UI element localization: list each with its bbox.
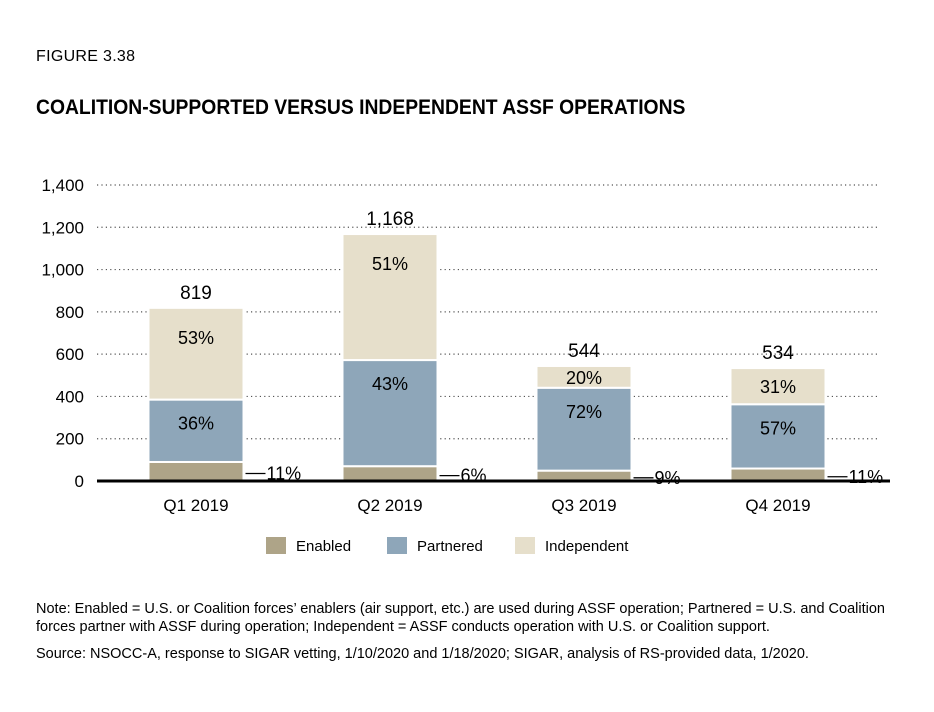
- bar-segment-enabled: [341, 465, 439, 483]
- partnered-percent-label: 57%: [760, 418, 796, 438]
- bar-total-label: 819: [180, 283, 212, 304]
- y-tick-label: 800: [56, 303, 84, 322]
- legend: Enabled Partnered Independent: [266, 537, 629, 555]
- bar-total-label: 1,168: [366, 209, 414, 230]
- bar-segment-partnered: [147, 398, 245, 463]
- x-tick-label: Q3 2019: [551, 496, 616, 515]
- bar-segment-independent: [147, 306, 245, 401]
- x-tick-label: Q1 2019: [163, 496, 228, 515]
- partnered-percent-label: 36%: [178, 414, 214, 434]
- stacked-bar-chart: 0 200 400 600 800 1,000 1,200 1,400 11% 36% 53% 81…: [41, 176, 890, 555]
- bar-segment-independent: [341, 233, 439, 362]
- bar-segment-partnered: [341, 359, 439, 468]
- bar-segment-partnered: [535, 386, 633, 472]
- chart-title: COALITION-SUPPORTED VERSUS INDEPENDENT A…: [36, 96, 686, 119]
- y-tick-label: 600: [56, 345, 84, 364]
- bar-total-label: 544: [568, 341, 600, 362]
- bar-segment-enabled: [535, 469, 633, 483]
- partnered-percent-label: 43%: [372, 374, 408, 394]
- enabled-percent-label: 11%: [849, 467, 884, 487]
- bar-total-label: 534: [762, 343, 794, 364]
- bar-segment-partnered: [729, 403, 827, 470]
- enabled-percent-label: 11%: [267, 463, 302, 483]
- y-tick-label: 1,200: [41, 218, 84, 237]
- independent-percent-label: 20%: [566, 368, 602, 388]
- legend-label-independent: Independent: [545, 538, 629, 555]
- legend-label-partnered: Partnered: [417, 538, 483, 555]
- independent-percent-label: 31%: [760, 377, 796, 397]
- bars: [147, 233, 827, 483]
- legend-swatch-independent: [515, 537, 535, 554]
- x-axis-ticks: Q1 2019 Q2 2019 Q3 2019 Q4 2019: [163, 496, 810, 515]
- legend-swatch-partnered: [387, 537, 407, 554]
- y-tick-label: 1,000: [41, 261, 84, 280]
- y-tick-label: 400: [56, 387, 84, 406]
- independent-percent-label: 53%: [178, 328, 214, 348]
- y-axis-ticks: 0 200 400 600 800 1,000 1,200 1,400: [41, 176, 84, 491]
- bar-segment-independent: [729, 367, 827, 406]
- x-tick-label: Q4 2019: [745, 496, 810, 515]
- legend-label-enabled: Enabled: [296, 538, 351, 555]
- bar-segment-enabled: [147, 460, 245, 483]
- y-tick-label: 1,400: [41, 176, 84, 195]
- enabled-percent-label: 9%: [655, 468, 681, 488]
- bar-segment-independent: [535, 364, 633, 389]
- legend-swatch-enabled: [266, 537, 286, 554]
- figure-label: FIGURE 3.38: [36, 48, 136, 65]
- note-text: Note: Enabled = U.S. or Coalition forces…: [36, 601, 885, 635]
- enabled-percent-label: 6%: [461, 466, 487, 486]
- notes: Note: Enabled = U.S. or Coalition forces…: [36, 600, 906, 663]
- x-tick-label: Q2 2019: [357, 496, 422, 515]
- partnered-percent-label: 72%: [566, 402, 602, 422]
- y-tick-label: 200: [56, 430, 84, 449]
- source-text: Source: NSOCC-A, response to SIGAR vetti…: [36, 646, 809, 662]
- y-tick-label: 0: [75, 472, 84, 491]
- data-labels: 11% 36% 53% 819 6% 43% 51% 1,168 9% 72% 20% 544 11% 5…: [178, 209, 883, 488]
- independent-percent-label: 51%: [372, 254, 408, 274]
- bar-segment-enabled: [729, 467, 827, 483]
